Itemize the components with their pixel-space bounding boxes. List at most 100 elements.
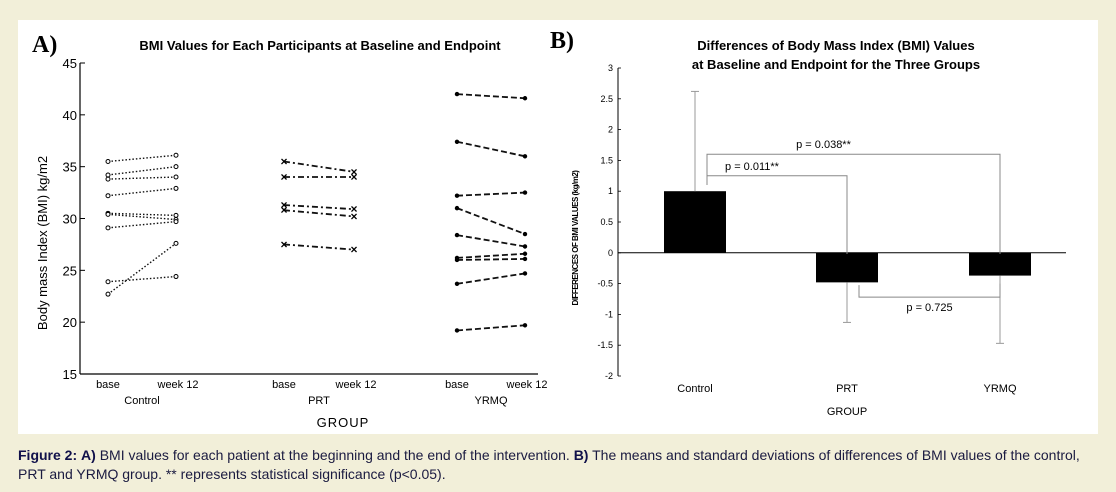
panel-a-data-point: × (350, 209, 357, 223)
panel-b-p-value-label: p = 0.725 (906, 302, 952, 314)
figure-panel: A) BMI Values for Each Participants at B… (18, 20, 1098, 434)
caption-a-text: BMI values for each patient at the begin… (99, 447, 570, 463)
panel-a-title: BMI Values for Each Participants at Base… (139, 38, 501, 53)
panel-a-data-point (105, 291, 111, 297)
panel-b-plot: -2 -1.5 -1 -0.5 0 0.5 1 1.5 2 2.5 3 Control PRT YRMQ p… (597, 63, 1066, 395)
panel-a-data-point (173, 212, 179, 218)
panel-a-group-label: Control (124, 395, 159, 407)
panel-b-p-value-label: p = 0.038** (796, 139, 851, 151)
panel-a-data-point (454, 205, 460, 211)
panel-a-data-point (173, 164, 179, 170)
panel-b-y-tick-label: 1.5 (600, 155, 613, 165)
caption-b-text: The means and standard deviations of dif… (18, 447, 1080, 482)
panel-a-x-tick-label: week 12 (335, 379, 377, 391)
panel-a-x-tick-label: base (445, 379, 469, 391)
panel-b-y-tick-label: 3 (608, 63, 613, 73)
panel-a-series-line (456, 272, 526, 285)
panel-b-significance-bracket (706, 153, 1001, 255)
panel-a-data-point (522, 251, 528, 256)
panel-a-series-line (107, 165, 177, 176)
panel-b-xlabel: GROUP (827, 406, 867, 418)
panel-a-ylabel: Body mass Index (BMI) kg/m2 (35, 156, 50, 330)
panel-a-data-point (105, 211, 111, 217)
panel-b-y-tick-label: 0.5 (600, 217, 613, 227)
panel-a-series-line (107, 212, 177, 217)
panel-b-category-label: YRMQ (984, 383, 1017, 395)
panel-a-data-point (454, 281, 460, 287)
panel-a-y-tick-label: 45 (63, 56, 77, 71)
panel-a-data-point (522, 323, 528, 328)
panel-a-data-point (454, 257, 460, 263)
panel-a-series-line (107, 187, 177, 197)
panel-a-data-point (173, 152, 179, 158)
panel-a-data-point: × (350, 170, 357, 184)
panel-a-series-line (107, 176, 177, 180)
panel-a-data-point (105, 193, 111, 199)
panel-a-series-line (456, 191, 526, 197)
panel-a-data-point (454, 232, 460, 238)
panel-a-data-point: × (280, 154, 287, 168)
panel-a-data-point (105, 158, 111, 164)
panel-a-series-line (456, 324, 526, 332)
panel-a-series-line (456, 234, 526, 248)
panel-b-y-tick-label: 2.5 (600, 94, 613, 104)
panel-a-data-point: × (280, 198, 287, 212)
panel-b-label: B) (550, 28, 574, 54)
panel-b-category-label: PRT (836, 383, 858, 395)
panel-a-data-point (173, 219, 179, 225)
panel-a-y-tick-label: 30 (63, 212, 77, 227)
panel-b-y-tick-label: -1.5 (597, 340, 613, 350)
panel-a-x-tick-label: base (96, 379, 120, 391)
panel-a-data-point (454, 91, 460, 97)
figure-caption: Figure 2: A) BMI values for each patient… (18, 446, 1103, 484)
panel-b-significance-bracket (706, 175, 848, 255)
panel-a-data-point (105, 225, 111, 231)
panel-a-label: A) (32, 32, 57, 58)
panel-a-series-line (456, 252, 526, 259)
panel-a-data-point (522, 154, 528, 159)
panel-a-series-line (456, 258, 526, 261)
panel-b-y-tick-label: 1 (608, 186, 613, 196)
panel-b-significance-bracket (858, 283, 1001, 298)
figure-svg: A) BMI Values for Each Participants at B… (32, 28, 1066, 430)
panel-b-y-tick-label: 2 (608, 125, 613, 135)
panel-b-title-line2: at Baseline and Endpoint for the Three G… (692, 57, 980, 72)
panel-a-data-point (105, 172, 111, 178)
panel-a-group-label: YRMQ (475, 395, 508, 407)
panel-b-title-line1: Differences of Body Mass Index (BMI) Val… (697, 38, 974, 53)
panel-a-series-line (283, 209, 355, 218)
panel-a-x-tick-label: base (272, 379, 296, 391)
panel-a-series-line (283, 160, 355, 173)
panel-a-data-point: × (350, 202, 357, 216)
panel-a-data-point (522, 231, 528, 237)
panel-b-bar (816, 252, 878, 283)
panel-a-data-point (454, 328, 460, 333)
panel-a-series-line (456, 93, 526, 100)
panel-b-bar (969, 252, 1031, 276)
panel-a-xlabel: GROUP (317, 415, 370, 430)
panel-b-y-tick-label: 0 (608, 248, 613, 258)
panel-a-series-line (107, 275, 177, 283)
panel-b-y-tick-label: -0.5 (597, 279, 613, 289)
panel-a-plot: 15 20 25 30 35 40 45 base week 12 Control base week… (63, 56, 548, 407)
panel-a-series-line (283, 204, 355, 211)
panel-a-y-tick-label: 25 (63, 263, 77, 278)
panel-b-bar (664, 191, 726, 253)
panel-a-data-point (173, 274, 179, 280)
panel-a-series-line (283, 243, 355, 251)
panel-a-x-tick-label: week 12 (506, 379, 548, 391)
caption-a-label: A) (81, 447, 96, 463)
panel-b-y-tick-label: -1 (605, 309, 613, 319)
panel-a-data-point (522, 96, 528, 101)
panel-a-y-tick-label: 35 (63, 160, 77, 175)
panel-b-ylabel: DIFFERENCES OF BMI VALUES (kg/m2) (571, 170, 580, 306)
panel-a-data-point (522, 271, 528, 276)
panel-a-data-point (105, 176, 111, 182)
caption-prefix: Figure 2: (18, 447, 78, 463)
panel-a-data-point (522, 256, 528, 262)
panel-a-data-point (173, 185, 179, 191)
caption-b-label: B) (573, 447, 589, 463)
panel-a-data-point (173, 240, 179, 246)
panel-a-data-point: × (280, 203, 287, 217)
panel-a-y-tick-label: 40 (63, 108, 77, 123)
